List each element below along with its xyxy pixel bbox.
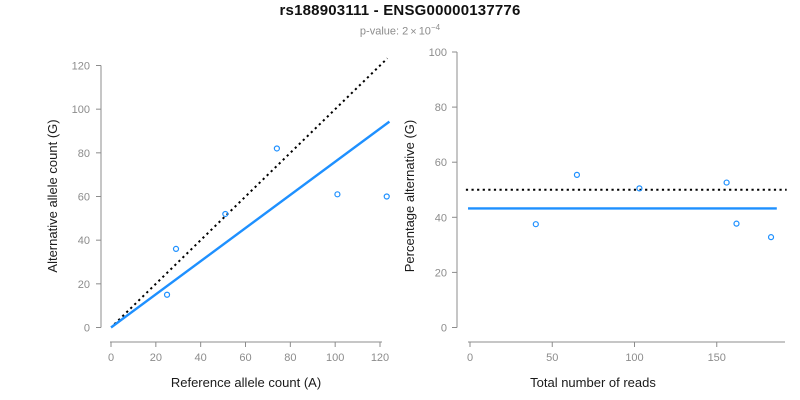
pvalue-exponent: −4 (430, 23, 441, 32)
data-point (334, 191, 341, 198)
y-tick-label: 40 (435, 212, 447, 224)
data-point (636, 185, 643, 192)
x-tick-label: 120 (371, 352, 389, 364)
multiplication-sign: × (410, 25, 417, 38)
data-point (163, 291, 171, 298)
x-tick-label: 0 (108, 352, 114, 364)
data-point (733, 220, 740, 227)
y-tick-label: 20 (78, 279, 90, 291)
data-point (172, 245, 180, 253)
x-axis-label: Reference allele count (A) (171, 375, 321, 390)
y-tick-label: 60 (78, 192, 90, 204)
x-tick-label: 50 (546, 352, 558, 364)
y-tick-label: 80 (78, 148, 90, 160)
y-tick-label: 100 (72, 104, 90, 116)
y-tick-label: 100 (429, 47, 447, 59)
y-tick-label: 80 (435, 102, 447, 114)
pvalue-prefix: p-value: (359, 25, 403, 38)
y-axis-label: Alternative allele count (G) (45, 119, 60, 272)
x-tick-label: 60 (239, 352, 251, 364)
data-point (532, 221, 539, 228)
data-point (767, 234, 775, 241)
x-tick-label: 100 (326, 352, 344, 364)
allele-counts-scatter: 0 20 40 60 80 100 120 0 20 40 60 80 100 120 Reference … (45, 57, 391, 390)
x-tick-label: 100 (625, 352, 643, 364)
plot-title: rs188903111 - ENSG00000137776 (279, 2, 521, 19)
data-point (573, 171, 581, 178)
y-axis-label: Percentage alternative (G) (402, 120, 417, 272)
x-tick-label: 80 (284, 352, 296, 364)
y-tick-label: 20 (435, 267, 447, 279)
x-tick-label: 40 (195, 352, 207, 364)
y-tick-label: 60 (435, 157, 447, 169)
identity-line (113, 57, 389, 325)
data-point (222, 210, 229, 218)
x-tick-label: 150 (708, 352, 726, 364)
y-tick-label: 0 (84, 323, 90, 335)
pvalue-base: 10 (418, 25, 431, 38)
y-tick-label: 0 (441, 323, 447, 335)
percentage-scatter: 0 20 40 60 80 100 0 50 100 150 Total number of rea… (402, 47, 787, 390)
y-tick-label: 120 (72, 61, 90, 73)
data-point (723, 179, 730, 186)
y-tick-label: 40 (78, 235, 90, 247)
x-axis-label: Total number of reads (530, 375, 656, 390)
data-point (383, 193, 390, 200)
pvalue-mantissa: 2 (402, 25, 409, 38)
regression-line (110, 120, 391, 329)
plot-subtitle: p-value: 2 × 10−4 (0, 23, 800, 38)
x-tick-label: 20 (150, 352, 162, 364)
x-tick-label: 0 (467, 352, 473, 364)
data-point (273, 145, 280, 152)
